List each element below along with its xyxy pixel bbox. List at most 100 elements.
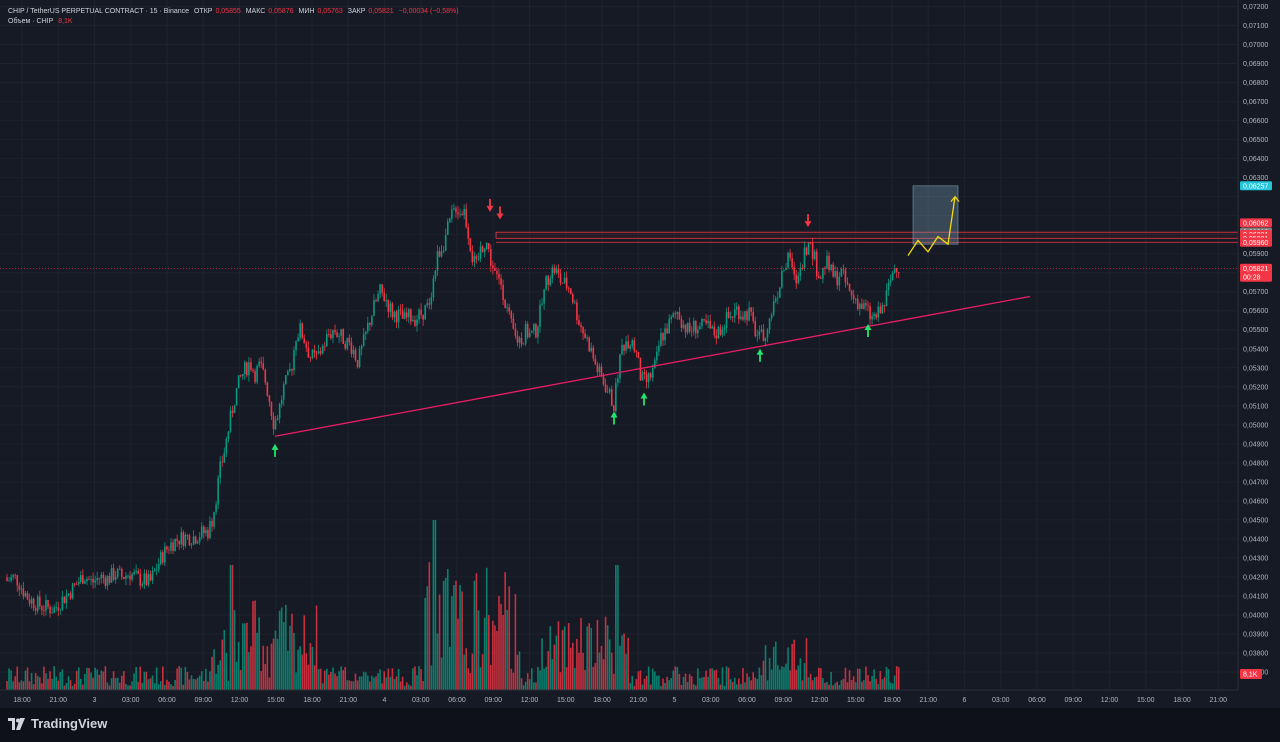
candle-body [164, 546, 166, 563]
candle-body [690, 331, 693, 333]
candle-body [799, 267, 802, 276]
candle-body [340, 329, 342, 337]
candle-body [55, 607, 57, 609]
candle-body [287, 371, 289, 376]
candle-body [24, 593, 27, 597]
candle-body [176, 538, 178, 541]
candle-body [385, 300, 388, 302]
volume-bar [332, 667, 334, 690]
candle-body [47, 600, 49, 607]
time-tick-label: 12:00 [231, 697, 249, 704]
candle-body [617, 378, 619, 383]
volume-bar [492, 620, 494, 690]
candle-body [637, 352, 640, 359]
volume-bar [147, 679, 150, 690]
price-tick-label: 0,04600 [1243, 498, 1268, 505]
volume-bar [572, 642, 574, 690]
volume-bar [647, 666, 650, 690]
candle-body [84, 581, 86, 584]
candle-body [405, 312, 408, 318]
volume-bar [832, 685, 834, 690]
candle-body [135, 570, 137, 573]
candle-body [697, 329, 699, 334]
volume-bar [383, 671, 385, 690]
candle-body [561, 282, 564, 284]
candle-body [14, 574, 16, 576]
volume-bar [844, 667, 847, 690]
candle-body [397, 309, 400, 323]
volume-bar [471, 653, 474, 690]
candle-body [629, 345, 631, 349]
volume-bar [153, 683, 156, 690]
volume-bar [96, 669, 98, 690]
candle-body [539, 304, 541, 327]
chart-legend: CHIP / TetherUS PERPETUAL CONTRACT · 15 … [8, 7, 462, 27]
price-badge: 0,05960 [1240, 237, 1272, 247]
candle-body [838, 276, 841, 286]
volume-bar [192, 678, 195, 690]
candle-body [414, 320, 416, 326]
volume-bar [533, 682, 535, 690]
volume-bar [254, 600, 256, 690]
candle-body [569, 288, 572, 295]
volume-label[interactable]: Объем · CHIP [8, 18, 54, 25]
volume-bar [811, 680, 814, 690]
candle-body [155, 569, 158, 571]
candle-body [127, 575, 129, 577]
candle-body [145, 573, 148, 586]
candle-body [842, 269, 845, 270]
tradingview-logo[interactable]: TradingView [8, 716, 107, 731]
time-tick-label: 18:00 [883, 697, 901, 704]
candle-body [574, 302, 576, 304]
volume-bar [209, 671, 211, 690]
volume-bar [871, 676, 873, 690]
time-tick-label: 21:00 [1209, 697, 1227, 704]
candle-body [717, 327, 720, 339]
candle-body [877, 306, 880, 318]
volume-bar [373, 677, 375, 690]
volume-bar [846, 682, 849, 690]
candle-body [535, 324, 537, 338]
volume-bar [436, 633, 439, 690]
volume-bar [356, 680, 359, 690]
candle-body [487, 243, 490, 250]
candle-body [235, 388, 238, 406]
candle-body [668, 319, 670, 334]
volume-bar [389, 676, 392, 690]
volume-bar [883, 677, 886, 690]
volume-bar [467, 668, 470, 690]
candle-body [227, 431, 230, 439]
volume-bar [514, 594, 517, 690]
tradingview-logo-icon [8, 717, 25, 730]
candle-body [143, 573, 146, 584]
candle-body [578, 320, 580, 325]
volume-bar [561, 630, 564, 690]
volume-bar [801, 680, 804, 690]
candle-body [762, 329, 765, 342]
volume-bar [651, 668, 654, 690]
candle-body [45, 600, 47, 611]
volume-bar [449, 646, 451, 690]
candle-body [660, 333, 662, 346]
candle-body [137, 570, 139, 574]
volume-bar [188, 679, 191, 690]
candle-body [588, 337, 590, 352]
volume-bar [541, 638, 543, 690]
price-tick-label: 0,05000 [1243, 422, 1268, 429]
candle-body [567, 288, 570, 290]
candle-body [39, 596, 41, 607]
candle-body [559, 273, 562, 283]
candle-body [695, 320, 697, 334]
time-tick-label: 18:00 [1173, 697, 1191, 704]
candle-body [742, 316, 744, 320]
up-arrow-icon [271, 443, 279, 457]
volume-bar [537, 666, 539, 690]
volume-bar [654, 671, 656, 690]
projection-path [907, 196, 956, 256]
volume-bar [682, 676, 685, 690]
candle-body [233, 405, 236, 414]
low-value: 0,05763 [317, 8, 343, 15]
symbol-line[interactable]: CHIP / TetherUS PERPETUAL CONTRACT · 15 … [8, 8, 190, 15]
candle-body [123, 577, 125, 579]
